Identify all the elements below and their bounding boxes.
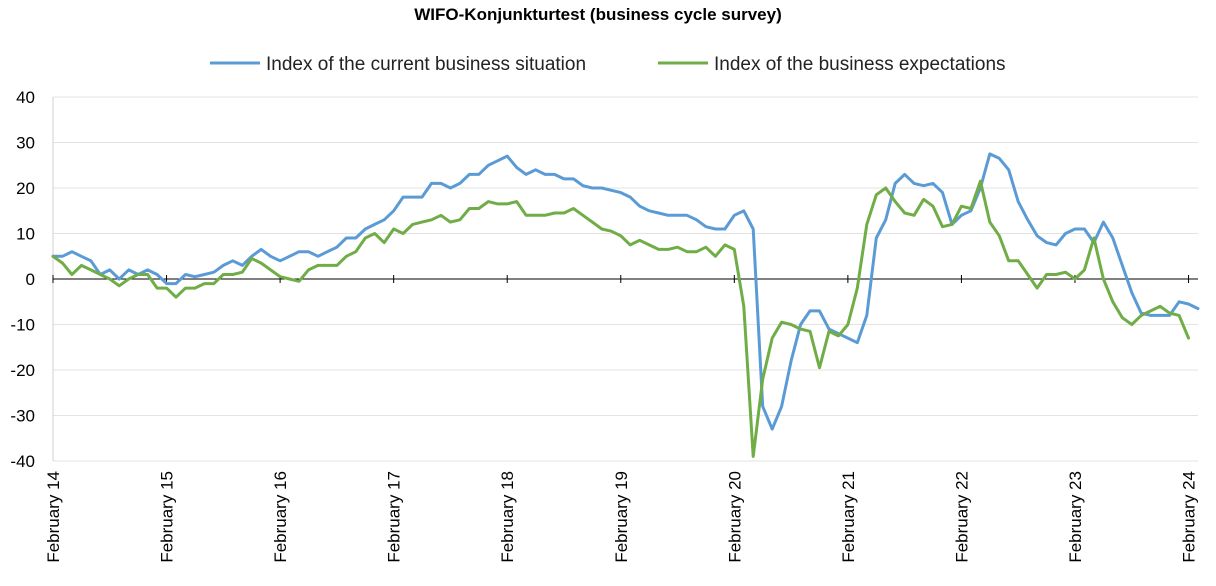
y-axis-ticks: -40 -30 -20 -10 0 10 20 30 40 bbox=[10, 88, 35, 471]
x-tick-label: February 24 bbox=[1180, 471, 1199, 563]
x-tick-label: February 18 bbox=[498, 471, 517, 563]
x-axis: February 14 February 15 February 16 Februar… bbox=[44, 97, 1199, 563]
y-tick-label: 30 bbox=[16, 134, 35, 153]
series-line-business-expectations bbox=[51, 179, 1190, 458]
y-tick-label: 0 bbox=[26, 270, 35, 289]
y-tick-label: -20 bbox=[10, 361, 35, 380]
x-tick-label: February 14 bbox=[44, 471, 63, 563]
y-tick-label: -30 bbox=[10, 407, 35, 426]
x-tick-label: February 20 bbox=[725, 471, 744, 563]
legend-label-current-situation: Index of the current business situation bbox=[266, 54, 586, 75]
series-lines bbox=[51, 152, 1200, 458]
x-tick-label: February 23 bbox=[1066, 471, 1085, 563]
chart-legend: Index of the current business situation … bbox=[210, 54, 1006, 75]
x-tick-label: February 15 bbox=[158, 471, 177, 563]
legend-label-business-expectations: Index of the business expectations bbox=[714, 54, 1006, 75]
chart-title: WIFO-Konjunkturtest (business cycle surv… bbox=[414, 5, 781, 24]
x-tick-label: February 21 bbox=[839, 471, 858, 563]
y-tick-label: -10 bbox=[10, 316, 35, 335]
x-tick-label: February 17 bbox=[385, 471, 404, 563]
x-tick-label: February 16 bbox=[271, 471, 290, 563]
x-tick-label: February 22 bbox=[952, 471, 971, 563]
x-tick-label: February 19 bbox=[612, 471, 631, 563]
y-tick-label: 10 bbox=[16, 225, 35, 244]
y-tick-label: -40 bbox=[10, 452, 35, 471]
y-tick-label: 20 bbox=[16, 179, 35, 198]
y-tick-label: 40 bbox=[16, 88, 35, 107]
grid-lines bbox=[53, 96, 1198, 462]
series-line-current-situation bbox=[51, 152, 1200, 431]
